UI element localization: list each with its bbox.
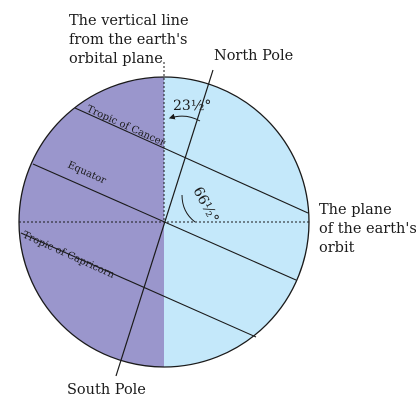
tilt-angle-label: 23½° xyxy=(173,98,211,114)
tilt-angle-arc xyxy=(168,113,201,122)
vertical-line-label-1: The vertical line xyxy=(69,13,189,29)
earth-axis xyxy=(115,69,214,377)
tropic-of-capricorn-line xyxy=(20,232,257,338)
orbit-plane-label-3: orbit xyxy=(319,240,355,256)
tropic-of-cancer-line xyxy=(74,107,309,214)
vertical-line-label-2: from the earth's xyxy=(69,32,188,48)
equator-line xyxy=(32,163,297,281)
orbit-plane-label-2: of the earth's xyxy=(319,221,416,237)
south-pole-label: South Pole xyxy=(67,382,146,398)
vertical-line-label-3: orbital plane xyxy=(69,51,163,67)
north-pole-label: North Pole xyxy=(214,48,293,64)
orbit-plane-label-1: The plane xyxy=(319,202,392,218)
night-hemisphere xyxy=(19,77,164,367)
complement-angle-arc xyxy=(181,194,196,223)
